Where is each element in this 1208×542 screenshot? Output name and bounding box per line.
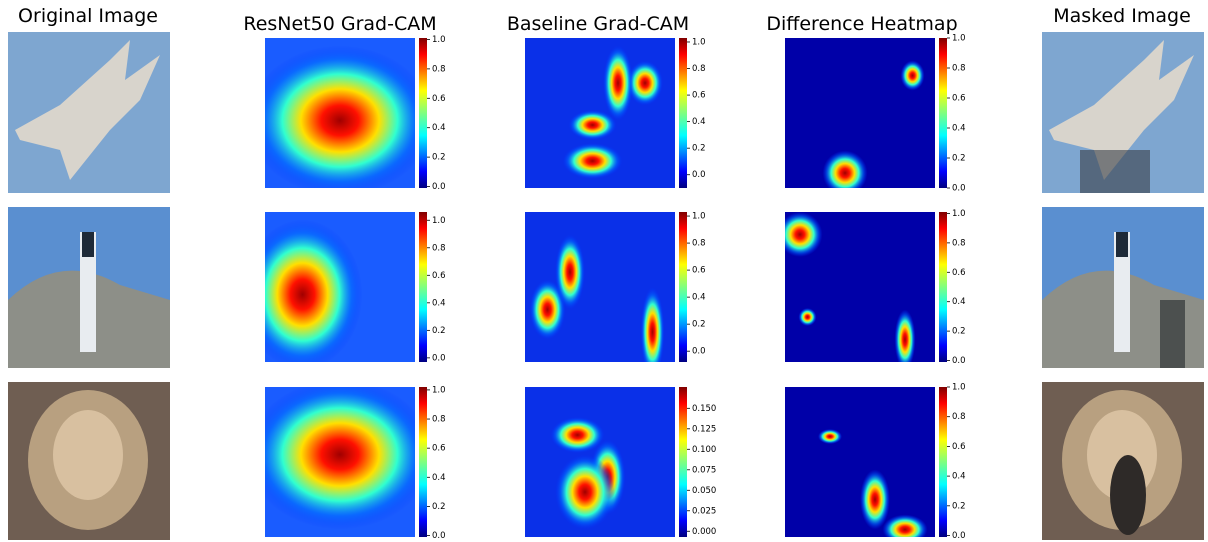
colorbar-tick-label: 0.4 <box>432 473 446 483</box>
heatmap-blob <box>778 212 823 257</box>
colorbar-tick-label: 0.8 <box>432 64 446 74</box>
colorbar-tick-label: 0.4 <box>952 124 966 134</box>
column-title: Difference Heatmap <box>766 13 957 35</box>
heatmap-blob <box>799 308 817 326</box>
heatmap-blob <box>555 455 615 530</box>
colorbar-tick-label: 0.0 <box>692 347 706 357</box>
colorbar-tick-label: 1.0 <box>432 35 446 45</box>
colorbar-tick-label: 0.000 <box>692 527 716 537</box>
heatmap-blob <box>901 61 925 91</box>
column-title: ResNet50 Grad-CAM <box>243 13 436 35</box>
colorbar-tick-label: 0.0 <box>952 184 966 194</box>
colorbar-tick-label: 0.4 <box>432 123 446 133</box>
heatmap-blob <box>823 151 868 196</box>
colorbar-tick-label: 0.2 <box>952 154 966 164</box>
colorbar-tick-label: 0.050 <box>692 486 716 496</box>
colorbar-tick-label: 0.8 <box>432 415 446 425</box>
colorbar-tick-label: 0.6 <box>692 91 706 101</box>
colorbar-tick-label: 1.0 <box>692 37 706 47</box>
figure: Original Image ResNet50 Grad-CAM Baselin… <box>0 0 1208 542</box>
heatmap-blob <box>569 110 617 140</box>
colorbar-tick-label: 0.8 <box>692 64 706 74</box>
colorbar-tick-label: 0.2 <box>952 501 966 511</box>
colorbar-tick-label: 0.4 <box>692 117 706 127</box>
colorbar-tick-label: 0.6 <box>692 266 706 276</box>
colorbar-tick-label: 0.0 <box>692 170 706 180</box>
colorbar-tick-label: 0.8 <box>952 238 966 248</box>
colorbar-tick-label: 0.6 <box>952 442 966 452</box>
colorbar <box>679 387 687 537</box>
colorbar-tick-label: 0.4 <box>432 298 446 308</box>
heatmap-blob <box>603 46 633 121</box>
colorbar-tick-label: 0.0 <box>432 353 446 363</box>
column-title: Original Image <box>18 5 158 27</box>
heatmap-blob <box>641 287 665 377</box>
colorbar-tick-label: 0.8 <box>432 243 446 253</box>
colorbar-tick-label: 0.6 <box>432 271 446 281</box>
colorbar-tick-label: 0.100 <box>692 445 716 455</box>
colorbar-tick-label: 0.4 <box>692 293 706 303</box>
heatmap-blob <box>860 470 890 530</box>
colorbar-tick-label: 0.6 <box>432 94 446 104</box>
colorbar <box>679 212 687 362</box>
colorbar-tick-label: 1.0 <box>432 216 446 226</box>
colorbar-tick-label: 0.6 <box>432 444 446 454</box>
colorbar-tick-label: 0.0 <box>952 356 966 366</box>
colorbar-tick-label: 0.6 <box>952 94 966 104</box>
colorbar-tick-label: 1.0 <box>952 34 966 44</box>
colorbar <box>939 212 947 362</box>
colorbar-tick-label: 1.0 <box>952 383 966 393</box>
colorbar-tick-label: 0.2 <box>692 320 706 330</box>
colorbar-tick-label: 1.0 <box>432 385 446 395</box>
column-title: Masked Image <box>1053 5 1191 27</box>
colorbar <box>419 38 427 188</box>
colorbar-tick-label: 0.075 <box>692 465 716 475</box>
heatmap-blob <box>555 235 585 310</box>
heatmap-blob <box>818 429 842 444</box>
colorbar-tick-label: 0.150 <box>692 404 716 414</box>
colorbar-tick-label: 0.2 <box>432 502 446 512</box>
colorbar <box>419 212 427 362</box>
colorbar-tick-label: 0.8 <box>952 64 966 74</box>
heatmap-blob <box>247 380 433 530</box>
colorbar-tick-label: 0.2 <box>692 144 706 154</box>
colorbar-tick-label: 1.0 <box>952 209 966 219</box>
heatmap-background <box>785 387 935 537</box>
colorbar <box>419 387 427 537</box>
colorbar-tick-label: 0.0 <box>432 182 446 192</box>
colorbar-tick-label: 0.2 <box>432 326 446 336</box>
heatmap-blob <box>563 143 623 179</box>
colorbar-tick-label: 0.4 <box>952 472 966 482</box>
heatmap-blob <box>895 310 916 370</box>
colorbar-tick-label: 0.2 <box>432 153 446 163</box>
column-title: Baseline Grad-CAM <box>507 13 689 35</box>
colorbar <box>679 38 687 188</box>
colorbar-tick-label: 0.125 <box>692 424 716 434</box>
colorbar <box>939 387 947 537</box>
heatmap-blob <box>247 46 433 196</box>
colorbar-tick-label: 0.0 <box>952 531 966 541</box>
colorbar-tick-label: 0.8 <box>692 239 706 249</box>
colorbar-tick-label: 0.2 <box>952 327 966 337</box>
heatmap-blob <box>243 220 363 370</box>
colorbar-tick-label: 1.0 <box>692 212 706 222</box>
colorbar-tick-label: 0.025 <box>692 506 716 516</box>
colorbar-tick-label: 0.0 <box>432 531 446 541</box>
colorbar-tick-label: 0.8 <box>952 412 966 422</box>
colorbar-tick-label: 0.6 <box>952 268 966 278</box>
colorbar <box>939 38 947 188</box>
colorbar-tick-label: 0.4 <box>952 297 966 307</box>
